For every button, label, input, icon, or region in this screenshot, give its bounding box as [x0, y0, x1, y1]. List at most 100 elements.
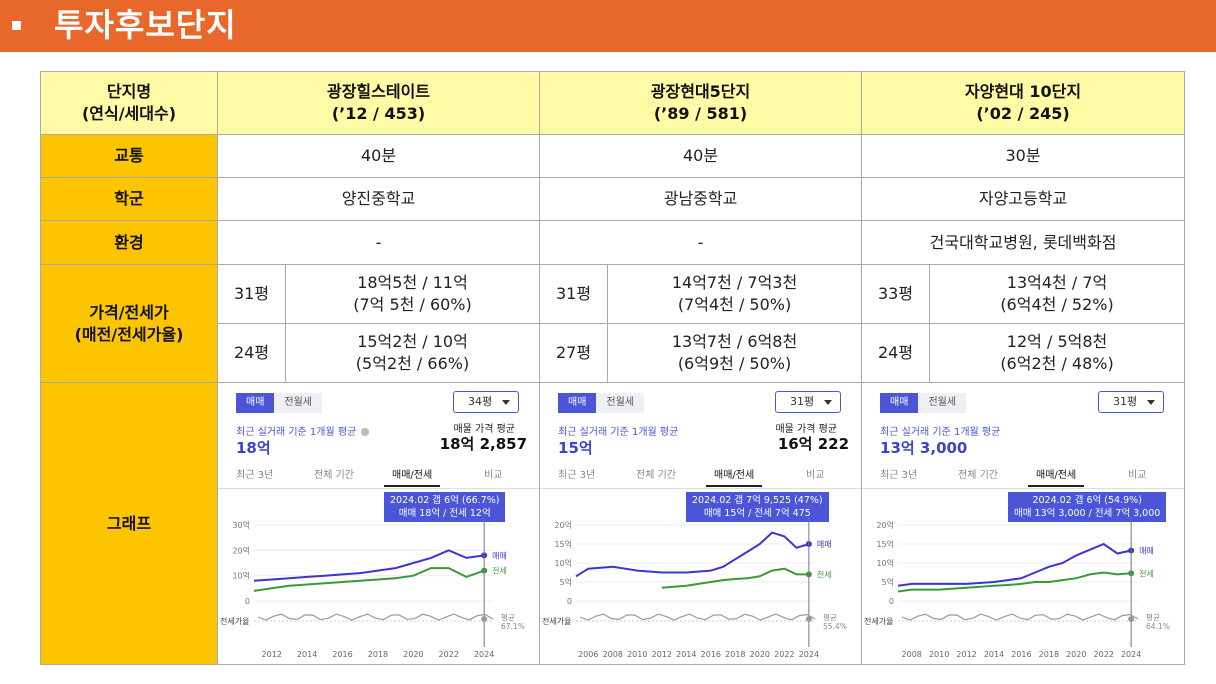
- pyeong-size: 31평: [217, 264, 286, 324]
- x-tick-label: 2022: [774, 650, 794, 659]
- school-value: 자양고등학교: [861, 177, 1186, 221]
- graph-cell-2: 매매 전월세 31평 최근 실거래 기준 1개월 평균 15억 매물 가격 평균…: [539, 382, 863, 665]
- env-value: -: [216, 220, 541, 265]
- tab-recent-3y[interactable]: 최근 3년: [558, 470, 596, 481]
- x-tick-label: 2014: [676, 650, 696, 659]
- avg-label: 최근 실거래 기준 1개월 평균: [558, 427, 679, 438]
- tab-recent-3y[interactable]: 최근 3년: [880, 470, 918, 481]
- bullet-icon: [12, 21, 21, 30]
- y-tick-label: 10억: [232, 571, 250, 581]
- x-tick-label: 2010: [929, 650, 949, 659]
- tab-sale[interactable]: 매매: [236, 393, 275, 413]
- size-select[interactable]: 31평: [1098, 391, 1165, 413]
- env-value: 건국대학교병원, 롯데백화점: [861, 220, 1186, 265]
- x-tick-label: 2006: [578, 650, 598, 659]
- ratio-label: 전세가율: [864, 616, 893, 626]
- price-chart-panel: 매매 전월세 34평 최근 실거래 기준 1개월 평균 18억 매물 가격 평균…: [218, 383, 540, 664]
- y-tick-label: 15억: [554, 539, 572, 549]
- tab-rent[interactable]: 전월세: [918, 393, 967, 413]
- x-tick-label: 2018: [725, 650, 745, 659]
- price-value: 12억 / 5억8천 (6억2천 / 48%): [929, 323, 1186, 383]
- y-tick-label: 15억: [876, 539, 894, 549]
- chevron-down-icon: [502, 400, 511, 405]
- corner-header: 단지명 (연식/세대수): [40, 71, 218, 135]
- period-tabs: 최근 3년 전체 기간 매매/전세 비교: [218, 467, 540, 489]
- ask-label: 매물 가격 평균: [775, 424, 838, 435]
- x-tick-label: 2022: [1094, 650, 1114, 659]
- x-tick-label: 2024: [474, 650, 494, 659]
- tab-compare[interactable]: 비교: [1128, 470, 1147, 481]
- pyeong-size: 27평: [539, 323, 609, 383]
- ratio-avg-label: 평균: [823, 612, 837, 622]
- env-value: -: [539, 220, 863, 265]
- traffic-value: 40분: [539, 134, 863, 178]
- ask-label: 매물 가격 평균: [453, 424, 516, 435]
- price-value: 15억2천 / 10억 (5억2천 / 66%): [284, 323, 541, 383]
- tab-sale-rent[interactable]: 매매/전세: [384, 467, 441, 487]
- y-tick-label: 0: [567, 597, 572, 606]
- ratio-line: [257, 613, 494, 621]
- x-tick-label: 2024: [1121, 650, 1141, 659]
- ratio-avg-label: 평균: [1146, 612, 1160, 622]
- ratio-end-point: [805, 616, 812, 622]
- price-value: 14억7천 / 7억3천 (7억4천 / 50%): [607, 264, 863, 324]
- tab-compare[interactable]: 비교: [806, 470, 825, 481]
- series-label: 전세: [1139, 568, 1154, 578]
- tab-all-period[interactable]: 전체 기간: [314, 470, 354, 481]
- size-select[interactable]: 31평: [775, 391, 842, 413]
- row-label-traffic: 교통: [40, 134, 218, 178]
- chevron-down-icon: [1147, 400, 1156, 405]
- rent-series-line: [253, 567, 485, 592]
- x-tick-label: 2014: [984, 650, 1004, 659]
- y-tick-label: 20억: [554, 520, 572, 530]
- avg-value: 13억 3,000: [880, 439, 968, 457]
- rent-series-line: [897, 571, 1132, 593]
- rent-series-line: [661, 567, 809, 589]
- series-label: 전세: [492, 566, 507, 576]
- tab-compare[interactable]: 비교: [484, 470, 503, 481]
- info-icon[interactable]: [361, 428, 370, 436]
- avg-value: 15억: [558, 439, 593, 457]
- tab-rent[interactable]: 전월세: [274, 393, 323, 413]
- deal-type-tabs: 매매 전월세: [880, 393, 967, 413]
- tab-recent-3y[interactable]: 최근 3년: [236, 470, 274, 481]
- row-label-env: 환경: [40, 220, 218, 265]
- tab-sale[interactable]: 매매: [880, 393, 919, 413]
- x-tick-label: 2014: [297, 650, 317, 659]
- ratio-end-point: [481, 616, 488, 622]
- traffic-value: 30분: [861, 134, 1186, 178]
- tab-all-period[interactable]: 전체 기간: [636, 470, 676, 481]
- period-tabs: 최근 3년 전체 기간 매매/전세 비교: [540, 467, 862, 489]
- school-value: 광남중학교: [539, 177, 863, 221]
- tab-sale-rent[interactable]: 매매/전세: [706, 467, 763, 487]
- graph-cell-3: 매매 전월세 31평 최근 실거래 기준 1개월 평균 13억 3,000 최근…: [861, 382, 1186, 665]
- row-label-school: 학군: [40, 177, 218, 221]
- x-tick-label: 2020: [1066, 650, 1086, 659]
- pyeong-size: 33평: [861, 264, 931, 324]
- x-tick-label: 2018: [368, 650, 388, 659]
- complex-header-3: 자양현대 10단지 (’02 / 245): [861, 71, 1186, 135]
- price-value: 13억4천 / 7억 (6억4천 / 52%): [929, 264, 1186, 324]
- series-label: 매매: [817, 540, 832, 549]
- size-select[interactable]: 34평: [453, 391, 520, 413]
- period-tabs: 최근 3년 전체 기간 매매/전세 비교: [862, 467, 1185, 489]
- chart-tooltip: 2024.02 갭 6억 (66.7%) 매매 18억 / 전세 12억: [384, 492, 506, 522]
- ask-value: 18억 2,857: [439, 435, 528, 453]
- avg-value: 18억: [236, 439, 271, 457]
- y-tick-label: 20억: [232, 545, 250, 555]
- ratio-avg-value: 67.1%: [501, 622, 525, 631]
- price-value: 18억5천 / 11억 (7억 5천 / 60%): [284, 264, 541, 324]
- price-chart-panel: 매매 전월세 31평 최근 실거래 기준 1개월 평균 13억 3,000 최근…: [862, 383, 1185, 664]
- y-tick-label: 5억: [560, 577, 572, 587]
- tab-sale-rent[interactable]: 매매/전세: [1028, 467, 1085, 487]
- tab-sale[interactable]: 매매: [558, 393, 597, 413]
- chart-tooltip: 2024.02 갭 6억 (54.9%) 매매 13억 3,000 / 전세 7억…: [1008, 492, 1167, 522]
- x-tick-label: 2020: [750, 650, 770, 659]
- x-tick-label: 2018: [1039, 650, 1059, 659]
- x-tick-label: 2010: [627, 650, 647, 659]
- tab-all-period[interactable]: 전체 기간: [958, 470, 999, 481]
- x-tick-label: 2008: [603, 650, 623, 659]
- complex-header-1: 광장힐스테이트 (’12 / 453): [216, 71, 541, 135]
- avg-label: 최근 실거래 기준 1개월 평균: [880, 427, 1001, 438]
- tab-rent[interactable]: 전월세: [596, 393, 645, 413]
